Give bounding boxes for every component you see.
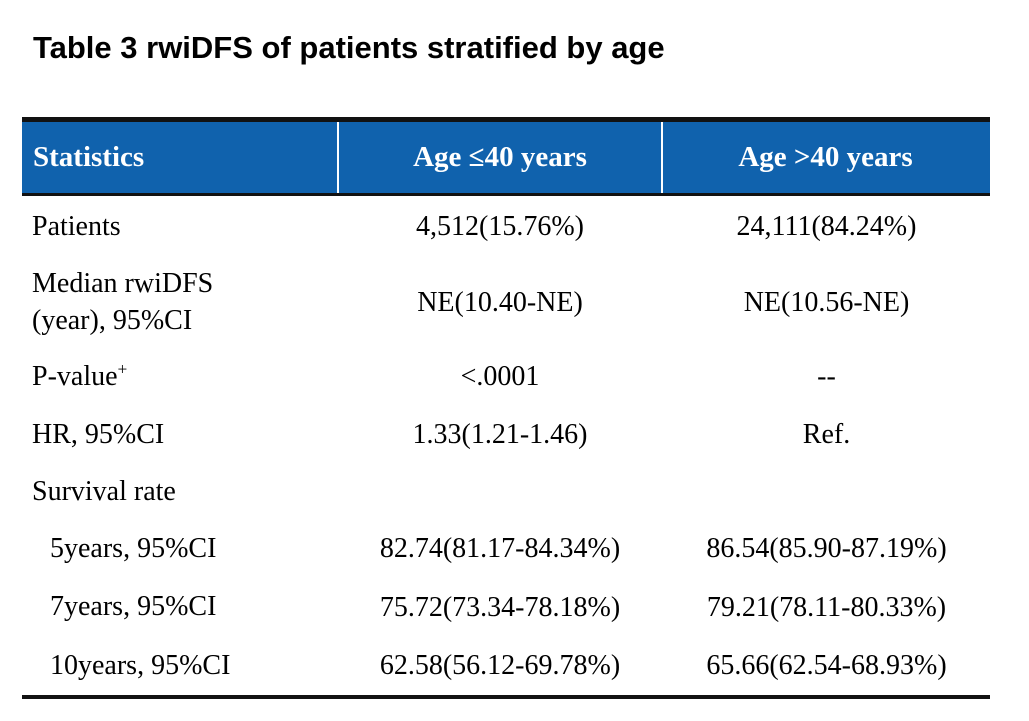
stats-table: Statistics Age ≤40 years Age >40 years P… bbox=[22, 117, 990, 699]
value-age-le-40: 82.74(81.17-84.34%) bbox=[379, 533, 621, 564]
row-label-line1: Median rwiDFS bbox=[32, 268, 214, 300]
header-age-gt-40: Age >40 years bbox=[738, 141, 913, 173]
value-age-gt-40: 65.66(62.54-68.93%) bbox=[706, 650, 947, 681]
value-age-le-40: <.0001 bbox=[460, 361, 540, 392]
p-value-superscript: + bbox=[117, 359, 128, 379]
row-label: P-value+ bbox=[22, 359, 337, 396]
value-age-gt-40: 79.21(78.11-80.33%) bbox=[706, 591, 947, 623]
table-header-row: Statistics Age ≤40 years Age >40 years bbox=[22, 122, 990, 196]
value-age-le-40: 62.58(56.12-69.78%) bbox=[379, 650, 621, 681]
table-row-7-years: 7years, 95%CI 75.72(73.34-78.18%) 79.21(… bbox=[22, 578, 990, 637]
value-age-gt-40: 24,111(84.24%) bbox=[736, 211, 917, 242]
table-row-p-value: P-value+ <.0001 -- bbox=[22, 348, 990, 406]
table-row-median-rwidfs: Median rwiDFS (year), 95%CI NE(10.40-NE)… bbox=[22, 258, 990, 348]
row-label: Median rwiDFS (year), 95%CI bbox=[22, 266, 337, 340]
row-label: Survival rate bbox=[32, 475, 176, 507]
row-label: 7years, 95%CI bbox=[50, 591, 217, 623]
value-age-gt-40: NE(10.56-NE) bbox=[743, 287, 910, 318]
p-value-text: P-value bbox=[32, 360, 118, 392]
value-age-gt-40: -- bbox=[817, 361, 836, 392]
table-row-10-years: 10years, 95%CI 62.58(56.12-69.78%) 65.66… bbox=[22, 637, 990, 695]
table-row-hr: HR, 95%CI 1.33(1.21-1.46) Ref. bbox=[22, 406, 990, 464]
value-age-gt-40: 86.54(85.90-87.19%) bbox=[706, 533, 947, 564]
table-title: Table 3 rwiDFS of patients stratified by… bbox=[33, 30, 665, 65]
value-age-le-40: NE(10.40-NE) bbox=[417, 287, 583, 318]
table-row-patients: Patients 4,512(15.76%) 24,111(84.24%) bbox=[22, 196, 990, 258]
header-age-le-40: Age ≤40 years bbox=[337, 122, 663, 193]
value-age-le-40: 75.72(73.34-78.18%) bbox=[379, 591, 621, 623]
row-label-line2: (year), 95%CI bbox=[32, 305, 193, 336]
row-label: 10years, 95%CI bbox=[50, 649, 231, 681]
value-age-le-40: 4,512(15.76%) bbox=[416, 211, 584, 242]
row-label: Patients bbox=[32, 210, 121, 242]
table-row-5-years: 5years, 95%CI 82.74(81.17-84.34%) 86.54(… bbox=[22, 520, 990, 578]
table-row-survival-rate: Survival rate bbox=[22, 464, 990, 520]
header-statistics: Statistics bbox=[33, 141, 145, 173]
row-label: 5years, 95%CI bbox=[50, 532, 217, 564]
value-age-gt-40: Ref. bbox=[802, 419, 851, 450]
value-age-le-40: 1.33(1.21-1.46) bbox=[412, 419, 588, 450]
row-label: HR, 95%CI bbox=[32, 418, 165, 450]
